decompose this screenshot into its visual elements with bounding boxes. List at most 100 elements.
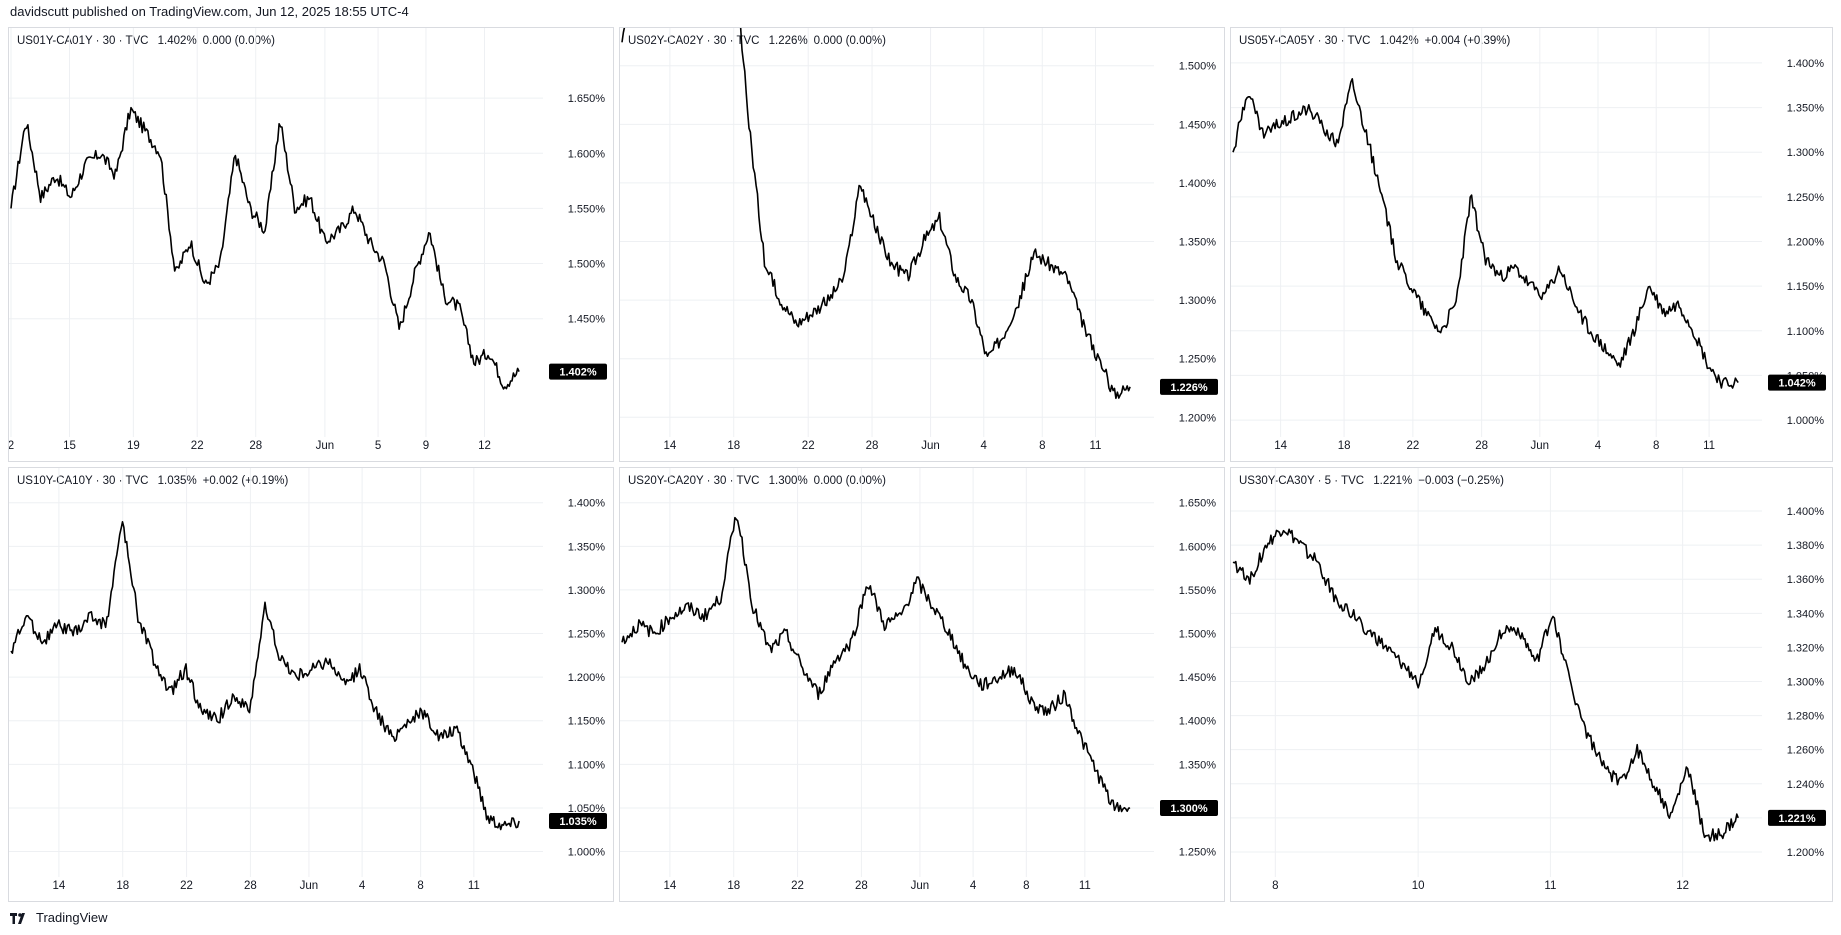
- x-tick-label: 10: [1412, 880, 1425, 892]
- chart-legend: US01Y-CA01Y · 30 · TVC 1.402% 0.000 (0.00…: [17, 35, 275, 47]
- y-tick-label: 1.400%: [1179, 716, 1217, 728]
- y-tick-label: 1.360%: [1787, 574, 1825, 586]
- price-series-line[interactable]: [621, 28, 1131, 400]
- y-tick-label: 1.450%: [1179, 672, 1217, 684]
- y-tick-label: 1.280%: [1787, 711, 1825, 723]
- price-series-line[interactable]: [10, 521, 520, 831]
- footer-brand[interactable]: TradingView: [36, 910, 108, 925]
- y-tick-label: 1.400%: [1787, 58, 1825, 70]
- y-tick-label: 1.350%: [568, 541, 606, 553]
- x-tick-label: 28: [244, 880, 257, 892]
- y-tick-label: 1.450%: [568, 314, 606, 326]
- y-tick-label: 1.000%: [568, 847, 606, 859]
- x-tick-label: 14: [1274, 440, 1287, 452]
- x-tick-label: 2: [9, 440, 14, 452]
- change-value: 0.000 (0.00%): [813, 475, 886, 487]
- price-badge-label: 1.402%: [559, 367, 597, 379]
- y-tick-label: 1.250%: [1179, 847, 1217, 859]
- x-tick-label: 28: [866, 440, 879, 452]
- y-tick-label: 1.300%: [1787, 677, 1825, 689]
- y-tick-label: 1.050%: [568, 803, 606, 815]
- chart-legend: US02Y-CA02Y · 30 · TVC 1.226% 0.000 (0.00…: [628, 35, 886, 47]
- y-tick-label: 1.300%: [1179, 295, 1217, 307]
- price-badge: [549, 813, 607, 830]
- y-tick-label: 1.260%: [1787, 745, 1825, 757]
- tradingview-logo-icon[interactable]: [10, 912, 30, 924]
- price-badge-label: 1.300%: [1170, 803, 1208, 815]
- change-value: −0.003 (−0.25%): [1418, 475, 1504, 487]
- y-tick-label: 1.200%: [568, 672, 606, 684]
- y-tick-label: 1.350%: [1179, 237, 1217, 249]
- x-tick-label: 4: [970, 880, 977, 892]
- y-tick-label: 1.100%: [1787, 326, 1825, 338]
- symbol-label[interactable]: US30Y-CA30Y · 5 · TVC: [1239, 475, 1365, 487]
- x-tick-label: Jun: [300, 880, 319, 892]
- x-tick-label: 28: [249, 440, 262, 452]
- x-tick-label: 18: [727, 880, 740, 892]
- symbol-label[interactable]: US05Y-CA05Y · 30 · TVC: [1239, 35, 1371, 47]
- x-tick-label: 15: [63, 440, 76, 452]
- y-tick-label: 1.300%: [568, 585, 606, 597]
- x-tick-label: 4: [359, 880, 366, 892]
- chart-panel-4[interactable]: US10Y-CA10Y · 30 · TVC 1.035% +0.002 (+0.…: [8, 467, 614, 902]
- x-tick-label: 22: [191, 440, 204, 452]
- x-tick-label: 22: [180, 880, 193, 892]
- x-tick-label: 28: [855, 880, 868, 892]
- price-series-line[interactable]: [621, 516, 1131, 813]
- x-tick-label: 9: [423, 440, 429, 452]
- x-tick-label: 12: [1676, 880, 1689, 892]
- y-tick-label: 1.340%: [1787, 608, 1825, 620]
- y-tick-label: 1.300%: [1787, 147, 1825, 159]
- x-tick-label: 5: [375, 440, 381, 452]
- x-tick-label: 22: [1406, 440, 1419, 452]
- price-series-line[interactable]: [10, 106, 520, 390]
- price-series-line[interactable]: [1232, 78, 1739, 389]
- chart-panel-6[interactable]: US30Y-CA30Y · 5 · TVC 1.221% −0.003 (−0.2…: [1230, 467, 1833, 902]
- change-value: 0.000 (0.00%): [813, 35, 886, 47]
- symbol-label[interactable]: US01Y-CA01Y · 30 · TVC: [17, 35, 149, 47]
- y-tick-label: 1.000%: [1787, 415, 1825, 427]
- publisher-header: davidscutt published on TradingView.com,…: [10, 4, 409, 19]
- price-series-line[interactable]: [1232, 528, 1739, 842]
- symbol-label[interactable]: US20Y-CA20Y · 30 · TVC: [628, 475, 760, 487]
- x-tick-label: 11: [1079, 880, 1091, 892]
- chart-panel-3[interactable]: US05Y-CA05Y · 30 · TVC 1.042% +0.004 (+0.…: [1230, 27, 1833, 462]
- x-tick-label: 11: [1090, 440, 1102, 452]
- x-tick-label: 11: [468, 880, 480, 892]
- price-badge: [549, 363, 607, 380]
- x-tick-label: Jun: [316, 440, 335, 452]
- chart-panel-2[interactable]: US02Y-CA02Y · 30 · TVC 1.226% 0.000 (0.00…: [619, 27, 1225, 462]
- y-tick-label: 1.550%: [1179, 585, 1217, 597]
- price-badge-label: 1.035%: [559, 816, 597, 828]
- price-badge: [1160, 378, 1218, 395]
- y-tick-label: 1.550%: [568, 203, 606, 215]
- x-tick-label: 22: [802, 440, 815, 452]
- y-tick-label: 1.500%: [1179, 61, 1217, 73]
- y-tick-label: 1.350%: [1787, 103, 1825, 115]
- chart-panel-5[interactable]: US20Y-CA20Y · 30 · TVC 1.300% 0.000 (0.00…: [619, 467, 1225, 902]
- chart-svg: 1.200% 1.250% 1.300% 1.350% 1.400% 1.450% 1.50…: [620, 28, 1218, 452]
- y-tick-label: 1.400%: [1179, 178, 1217, 190]
- footer: TradingView: [10, 910, 108, 925]
- x-tick-label: 18: [1338, 440, 1351, 452]
- x-tick-label: 4: [981, 440, 988, 452]
- last-value: 1.402%: [154, 35, 197, 47]
- last-value: 1.226%: [765, 35, 808, 47]
- chart-svg: 1.000%1.050%1.100%1.150%1.200%1.250%1.30…: [1231, 28, 1826, 452]
- chart-svg: 1.450% 1.500% 1.550% 1.600% 1.650% 2 15 19 22 28 J…: [9, 28, 607, 452]
- change-value: +0.002 (+0.19%): [202, 475, 289, 487]
- x-tick-label: 19: [127, 440, 140, 452]
- x-tick-label: 28: [1475, 440, 1488, 452]
- y-tick-label: 1.250%: [1787, 192, 1825, 204]
- y-tick-label: 1.500%: [568, 259, 606, 271]
- symbol-label[interactable]: US10Y-CA10Y · 30 · TVC: [17, 475, 149, 487]
- price-badge: [1768, 809, 1826, 826]
- y-tick-label: 1.450%: [1179, 119, 1217, 131]
- symbol-label[interactable]: US02Y-CA02Y · 30 · TVC: [628, 35, 760, 47]
- chart-svg: 1.250% 1.300% 1.350% 1.400% 1.450% 1.500% 1.55…: [620, 468, 1218, 892]
- chart-panel-1[interactable]: US01Y-CA01Y · 30 · TVC 1.402% 0.000 (0.00…: [8, 27, 614, 462]
- y-tick-label: 1.400%: [568, 498, 606, 510]
- y-tick-label: 1.200%: [1179, 412, 1217, 424]
- y-tick-label: 1.600%: [1179, 541, 1217, 553]
- x-tick-label: 8: [1272, 880, 1278, 892]
